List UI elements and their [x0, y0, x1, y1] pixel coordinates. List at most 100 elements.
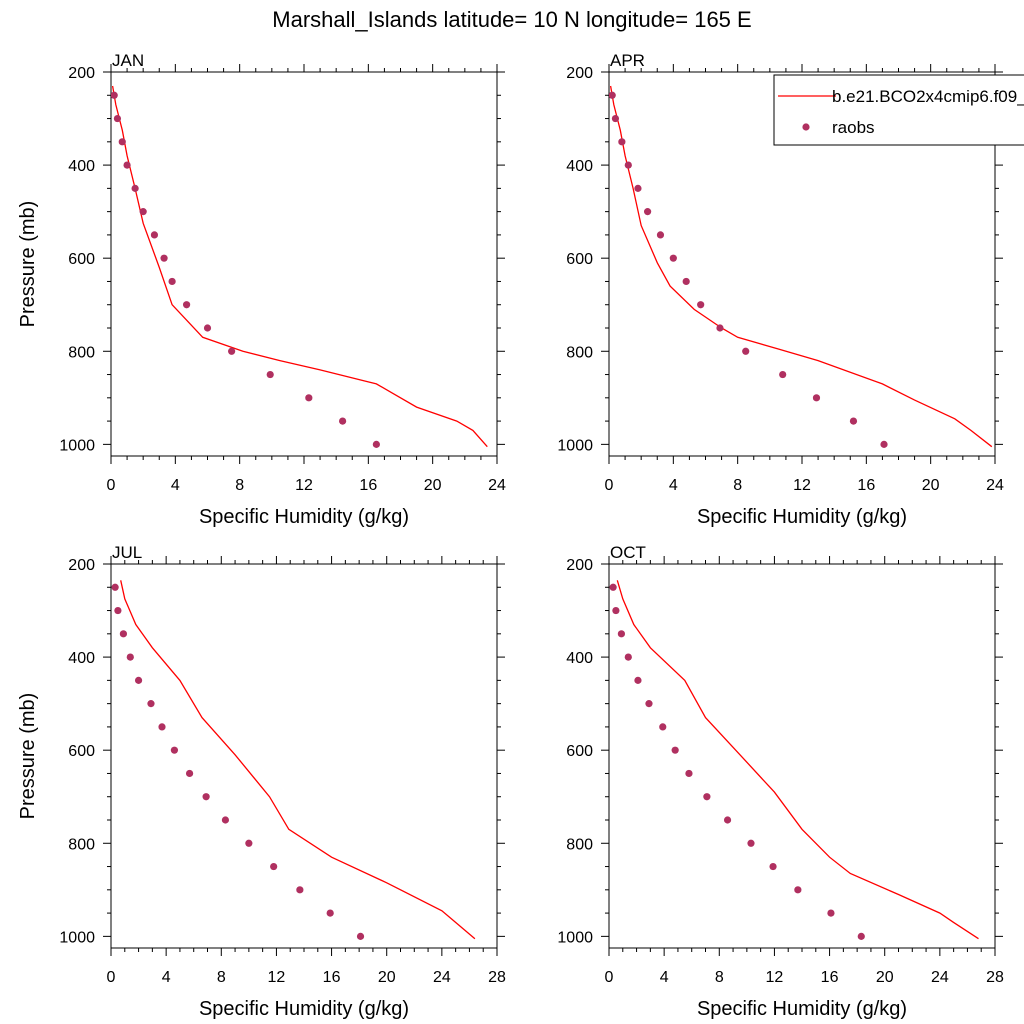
y-tick-label: 1000 — [59, 929, 95, 946]
raobs-data-point — [111, 583, 119, 591]
y-tick-label: 200 — [566, 65, 593, 82]
raobs-data-point — [697, 301, 705, 309]
raobs-data-point — [634, 184, 642, 192]
legend-layer: b.e21.BCO2x4cmip6.f09_g17.001raobs — [773, 74, 1024, 146]
raobs-data-point — [202, 793, 210, 801]
raobs-data-point — [245, 839, 253, 847]
panel-label: APR — [610, 51, 645, 70]
raobs-data-point — [185, 769, 194, 778]
raobs-data-point — [126, 653, 134, 661]
raobs-data-point — [228, 347, 236, 355]
raobs-data-point — [131, 184, 139, 192]
legend-raobs-marker-swatch — [802, 123, 810, 131]
raobs-data-point — [168, 277, 176, 286]
x-tick-label: 12 — [793, 477, 811, 494]
y-tick-label: 400 — [68, 650, 95, 667]
x-tick-label: 16 — [857, 477, 875, 494]
x-tick-label: 0 — [605, 477, 614, 494]
raobs-data-point — [624, 653, 632, 661]
x-tick-label: 16 — [323, 969, 341, 986]
x-tick-label: 12 — [268, 969, 286, 986]
y-axis-title: Pressure (mb) — [17, 201, 39, 328]
raobs-data-point — [703, 793, 711, 801]
raobs-data-point — [624, 161, 632, 169]
x-tick-label: 16 — [821, 969, 839, 986]
raobs-data-point — [645, 700, 653, 708]
raobs-data-point — [812, 394, 821, 402]
y-tick-label: 800 — [68, 344, 95, 361]
legend-model-label: b.e21.BCO2x4cmip6.f09_g17.001 — [832, 87, 1024, 106]
raobs-data-point — [113, 114, 122, 123]
x-tick-label: 20 — [922, 477, 940, 494]
panel-label: JAN — [112, 51, 144, 70]
plot-data — [609, 85, 993, 448]
plot-data — [609, 580, 979, 940]
model-series-line — [111, 85, 488, 448]
raobs-data-point — [221, 816, 230, 824]
plot-frame — [110, 71, 498, 457]
raobs-data-point — [716, 324, 724, 332]
y-tick-label: 600 — [68, 251, 95, 268]
raobs-data-point — [742, 347, 750, 355]
y-tick-label: 400 — [68, 158, 95, 175]
x-tick-label: 16 — [359, 477, 377, 494]
x-axis-title: Specific Humidity (g/kg) — [199, 506, 409, 528]
raobs-data-point — [134, 676, 143, 684]
x-tick-label: 24 — [433, 969, 451, 986]
raobs-data-point — [779, 370, 787, 379]
x-tick-label: 8 — [715, 969, 724, 986]
raobs-data-point — [609, 583, 617, 591]
raobs-data-point — [356, 932, 365, 940]
raobs-data-point — [139, 208, 147, 216]
raobs-data-point — [339, 417, 347, 425]
plot-frame — [110, 563, 498, 949]
raobs-data-point — [609, 91, 616, 99]
x-tick-label: 4 — [660, 969, 669, 986]
y-tick-label: 200 — [566, 557, 593, 574]
y-tick-label: 1000 — [59, 437, 95, 454]
x-tick-label: 20 — [424, 477, 442, 494]
panel-label: OCT — [610, 543, 646, 562]
raobs-data-point — [123, 161, 131, 169]
raobs-data-point — [296, 886, 304, 894]
raobs-data-point — [723, 816, 732, 824]
raobs-data-point — [669, 254, 677, 262]
plot-data — [111, 85, 488, 448]
raobs-data-point — [612, 606, 620, 615]
model-series-line — [120, 580, 476, 940]
x-tick-label: 0 — [107, 477, 116, 494]
model-series-line — [616, 580, 979, 940]
raobs-data-point — [203, 324, 212, 332]
x-tick-label: 28 — [986, 969, 1004, 986]
x-tick-label: 4 — [171, 477, 180, 494]
raobs-data-point — [659, 723, 667, 731]
x-tick-label: 8 — [235, 477, 244, 494]
x-axis-title: Specific Humidity (g/kg) — [697, 998, 907, 1020]
raobs-data-point — [114, 606, 122, 615]
raobs-data-point — [827, 909, 835, 917]
raobs-data-point — [147, 700, 155, 708]
raobs-data-point — [170, 746, 179, 754]
raobs-data-point — [326, 909, 334, 917]
x-tick-label: 24 — [986, 477, 1004, 494]
raobs-data-point — [849, 417, 858, 425]
y-axis-title: Pressure (mb) — [17, 693, 39, 820]
chart-panel-jul: 0 4 8 12 16 20 24 28 200 400 600 800 1000 JUL Specific… — [17, 543, 506, 1020]
raobs-data-point — [634, 676, 642, 684]
x-tick-label: 8 — [733, 477, 742, 494]
x-tick-label: 4 — [669, 477, 678, 494]
y-tick-label: 400 — [566, 158, 593, 175]
raobs-data-point — [617, 630, 626, 638]
raobs-data-point — [270, 862, 278, 871]
raobs-data-point — [794, 886, 802, 894]
model-series-line — [609, 85, 993, 448]
raobs-data-point — [150, 231, 159, 239]
raobs-data-point — [305, 394, 313, 402]
x-axis-title: Specific Humidity (g/kg) — [697, 506, 907, 528]
y-tick-label: 800 — [566, 344, 593, 361]
y-tick-label: 400 — [566, 650, 593, 667]
y-tick-label: 600 — [566, 251, 593, 268]
x-tick-label: 28 — [488, 969, 506, 986]
